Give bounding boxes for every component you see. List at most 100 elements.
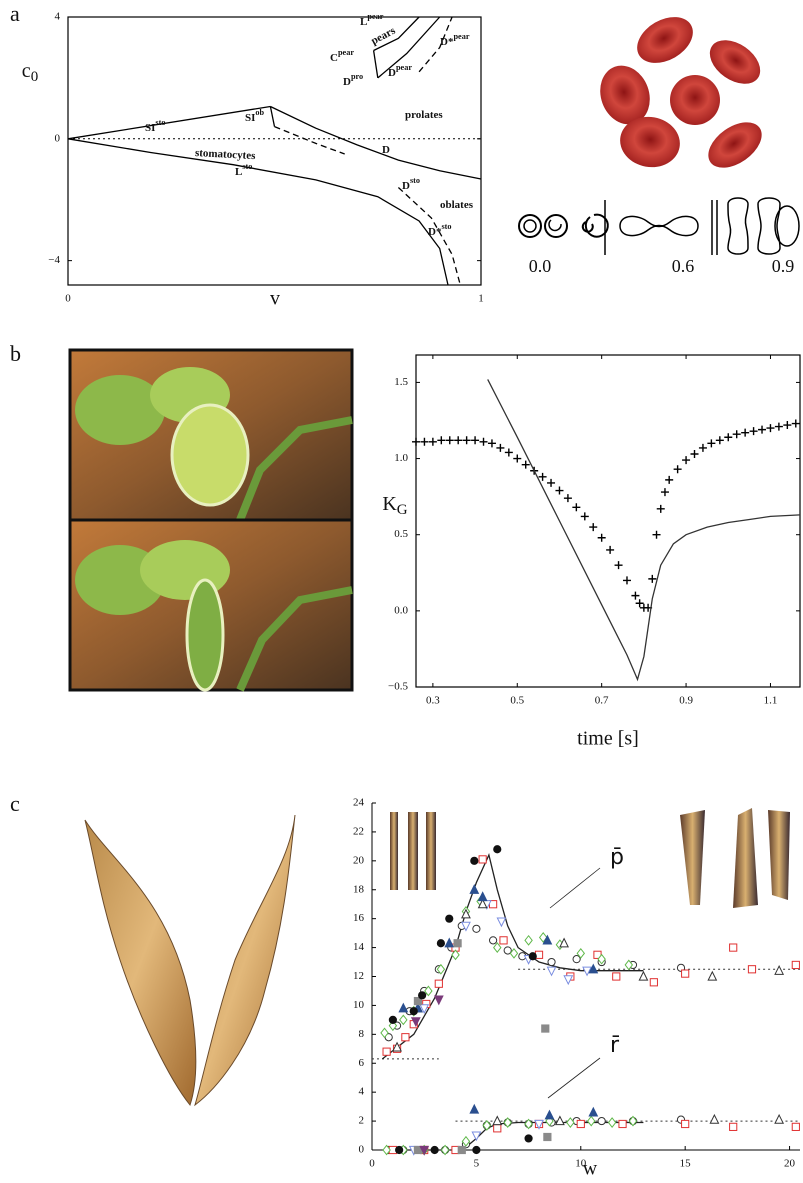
marker (471, 857, 478, 864)
marker (429, 438, 437, 446)
marker (623, 576, 631, 584)
shape-sequence (519, 198, 799, 255)
marker (480, 438, 488, 446)
annotation-text: C (330, 52, 338, 64)
marker (479, 892, 487, 900)
marker (691, 450, 699, 458)
marker (437, 436, 445, 444)
x-axis-label: v (270, 288, 280, 310)
marker (657, 505, 665, 513)
curve (382, 1123, 643, 1151)
marker (589, 1108, 597, 1116)
y-tick-label: 12 (353, 970, 364, 982)
marker (792, 1123, 799, 1130)
marker (383, 1048, 390, 1055)
y-tick-label: 4 (359, 1086, 365, 1098)
y-tick-label: 18 (353, 883, 365, 895)
marker (547, 479, 555, 487)
y-tick-label: 1.5 (394, 376, 408, 388)
marker (489, 937, 496, 944)
x-tick-label: 15 (680, 1158, 692, 1170)
annotation-sup: pear (367, 12, 383, 21)
y-axis-label-sub: 0 (31, 69, 39, 85)
marker (724, 433, 732, 441)
marker (766, 424, 774, 432)
annotation-sup: pear (396, 63, 412, 72)
marker (446, 436, 454, 444)
marker (564, 494, 572, 502)
marker (733, 430, 741, 438)
marker (525, 936, 532, 945)
annotation-text: prolates (405, 109, 443, 121)
y-axis-label-sub: G (397, 502, 408, 518)
y-axis-label-text: K (382, 493, 397, 515)
annotation-text: D (402, 180, 410, 192)
annotation-text: L (235, 166, 242, 178)
marker (707, 439, 715, 447)
marker (674, 465, 682, 473)
y-tick-label: 0 (359, 1144, 365, 1156)
marker (473, 925, 480, 932)
y-tick-label: 8 (359, 1028, 365, 1040)
annotation-text: D (343, 76, 351, 88)
marker (556, 1116, 564, 1124)
marker (758, 426, 766, 434)
marker (419, 992, 426, 999)
marker (410, 1008, 417, 1015)
annotation: Lpear (360, 12, 384, 28)
y-axis-label-text: c (22, 60, 31, 82)
marker (542, 1025, 549, 1032)
annotation: D (382, 144, 390, 156)
y-tick-label: 0 (55, 132, 61, 144)
marker (631, 592, 639, 600)
x-axis-label: time [s] (577, 728, 639, 750)
marker (741, 429, 749, 437)
y-tick-label: 16 (353, 912, 365, 924)
annotation: Dpear (388, 63, 412, 79)
annotation-text: D* (440, 36, 454, 48)
marker (639, 972, 647, 980)
marker (716, 436, 724, 444)
flytrap-image (70, 350, 352, 690)
annotation: Lsto (235, 162, 252, 178)
y-tick-label: 4 (55, 11, 61, 23)
marker (792, 961, 799, 968)
marker (710, 1115, 718, 1123)
marker (479, 856, 486, 863)
marker (454, 940, 461, 947)
marker (402, 1034, 409, 1041)
panel-label: a (10, 1, 20, 26)
marker (581, 512, 589, 520)
marker (567, 1118, 574, 1127)
x-tick-label: 0 (65, 293, 71, 305)
marker (588, 1116, 595, 1125)
annotation-text: D* (428, 226, 442, 238)
marker (470, 1105, 478, 1113)
annotation-sup: pro (351, 72, 363, 81)
marker (539, 473, 547, 481)
annotation: r̄ (610, 1033, 620, 1058)
annotation: p̄ (610, 845, 624, 870)
annotation-sup: sto (410, 176, 420, 185)
marker (529, 953, 536, 960)
curve (270, 107, 274, 127)
curve (374, 51, 378, 78)
marker (493, 1116, 501, 1124)
shape-label: 0.9 (772, 256, 795, 276)
x-tick-label: 1.1 (764, 695, 778, 707)
y-tick-label: −0.5 (388, 681, 408, 693)
annotation-sup: sto (441, 222, 451, 231)
marker (613, 973, 620, 980)
marker (577, 1120, 584, 1127)
marker (500, 937, 507, 944)
annotation: prolates (405, 109, 443, 121)
marker (522, 461, 530, 469)
x-tick-label: 0.5 (510, 695, 524, 707)
marker (471, 436, 479, 444)
marker (496, 444, 504, 452)
curve (275, 127, 345, 154)
annotation-text: D (388, 67, 396, 79)
marker (661, 488, 669, 496)
marker (783, 421, 791, 429)
marker (619, 1120, 626, 1127)
